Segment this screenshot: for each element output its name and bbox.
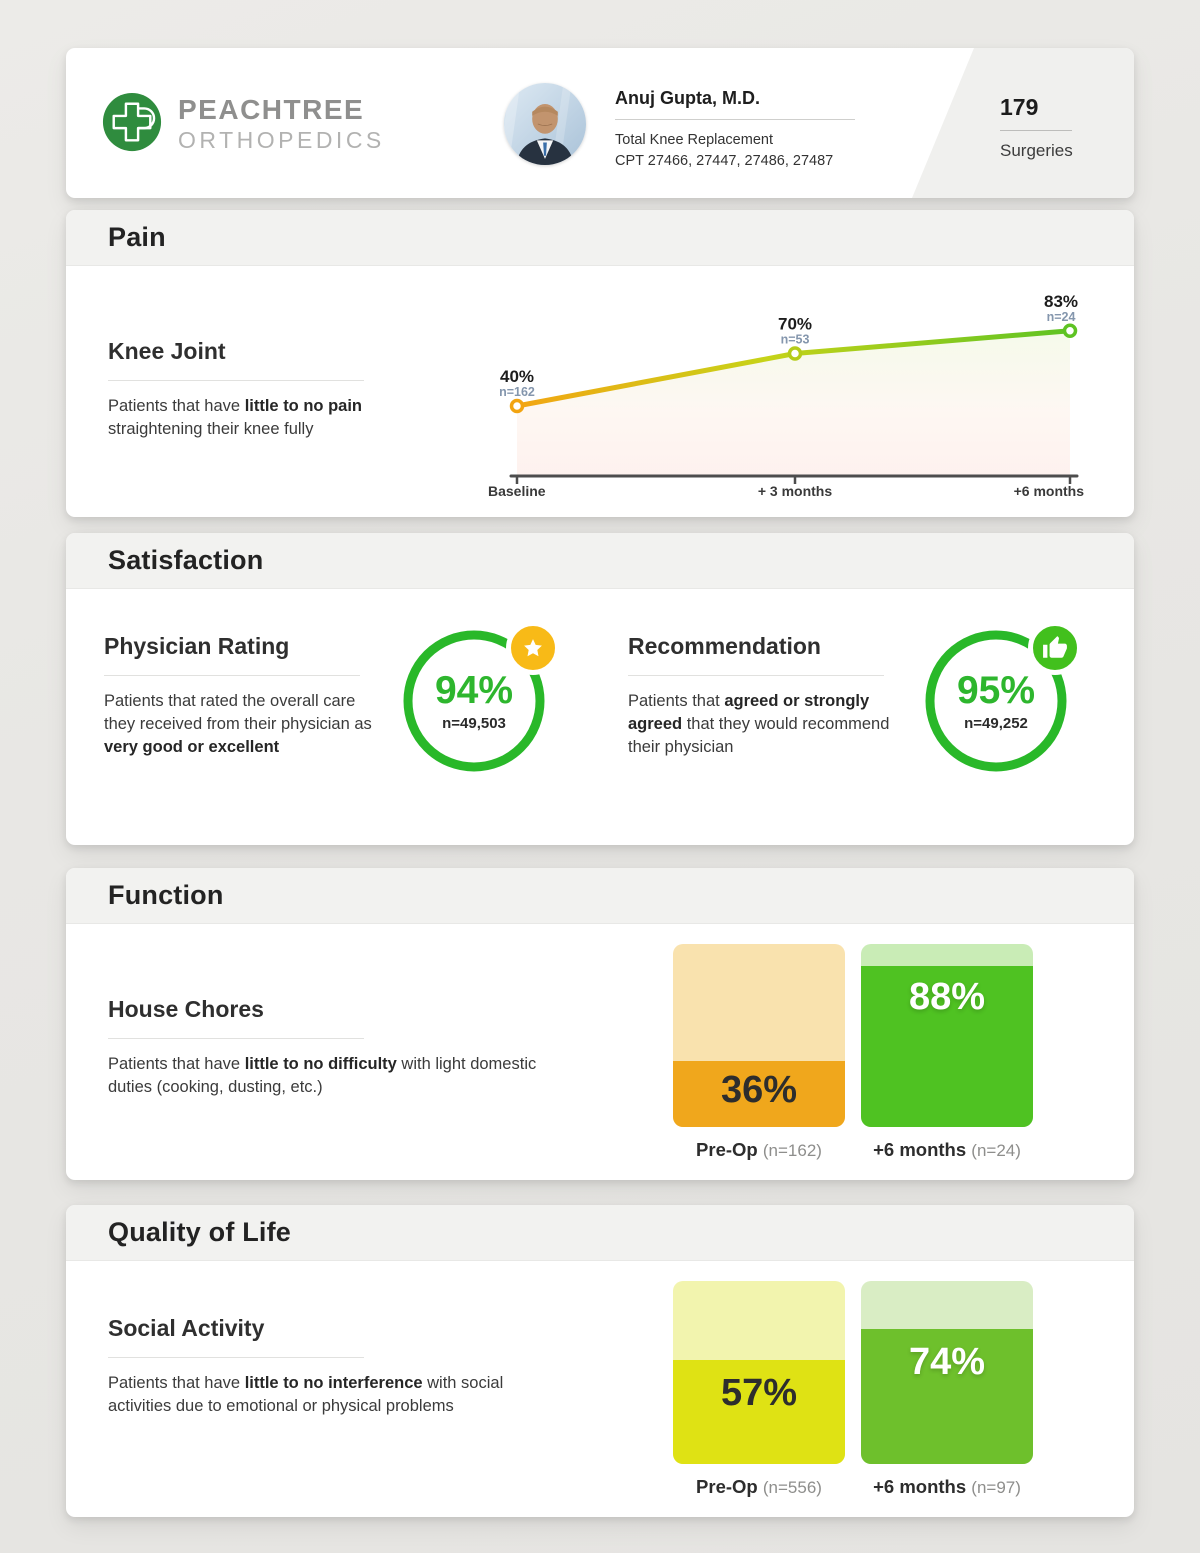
recommendation-title: Recommendation [628,633,884,676]
star-icon [506,621,560,675]
brand-line1: PEACHTREE [178,94,365,125]
bar-6-months: 88% +6 months (n=24) [861,944,1033,1161]
pain-section-title: Pain [108,222,166,252]
bar-value-label: 74% [908,1340,986,1383]
function-section-header: Function [66,868,1134,924]
bar-fill: 74% [861,1328,1033,1464]
physician-avatar [504,83,586,165]
surgery-count-value: 179 [1000,94,1039,120]
social-activity-description: Patients that have little to no interfer… [108,1374,504,1415]
bar-category-label: +6 months (n=24) [873,1139,1021,1160]
svg-text:40%: 40% [500,367,534,386]
house-chores-description: Patients that have little to no difficul… [108,1055,537,1096]
svg-text:n=24: n=24 [1047,310,1076,324]
physician-rating-description: Patients that rated the overall care the… [104,692,372,756]
pain-metric-title: Knee Joint [108,338,364,381]
recommendation-donut: 95% n=49,252 [920,621,1082,777]
satisfaction-section-title: Satisfaction [108,545,264,575]
bar-category-label: +6 months (n=97) [873,1476,1021,1497]
brand-name: PEACHTREE ORTHOPEDICS [178,94,385,155]
knee-joint-line-chart: 40%n=162 70%n=53 83%n=24 Baseline + 3 months… [488,292,1085,499]
social-activity-title: Social Activity [108,1315,364,1358]
physician-rating-percentage: 94% [434,668,514,712]
quality-of-life-section-card: Quality of Life Social Activity Patients… [66,1205,1134,1517]
bar-value-label: 36% [720,1069,798,1112]
bar-fill: 57% [673,1359,845,1464]
social-activity-block: Social Activity Patients that have littl… [108,1315,538,1418]
bar-fill: 36% [673,1061,845,1127]
house-chores-bar-chart: 36% Pre-Op (n=162) 88% +6 months (n=24) [673,944,1033,1161]
bar-pre-op: 57% Pre-Op (n=556) [673,1281,845,1498]
svg-text:Baseline: Baseline [488,483,546,499]
physician-rating-value-block: 94% n=49,503 [398,625,550,777]
house-chores-title: House Chores [108,996,364,1039]
bar-value-label: 88% [908,975,986,1018]
svg-text:n=53: n=53 [781,333,810,347]
physician-rating-donut: 94% n=49,503 [398,621,560,777]
divider [1000,130,1072,131]
cpt-codes: CPT 27466, 27447, 27486, 27487 [615,153,834,170]
house-chores-block: House Chores Patients that have little t… [108,996,538,1099]
function-section-title: Function [108,880,224,910]
surgery-count-panel: 179 Surgeries [912,48,1134,198]
social-activity-bar-chart: 57% Pre-Op (n=556) 74% +6 months (n=97) [673,1281,1033,1498]
bar-category-label: Pre-Op (n=556) [696,1476,822,1497]
procedure-name: Total Knee Replacement [615,132,773,148]
bar-value-label: 57% [720,1371,798,1414]
recommendation-value-block: 95% n=49,252 [920,625,1072,777]
physician-rating-title: Physician Rating [104,633,360,676]
recommendation-block: Recommendation Patients that agreed or s… [628,633,908,758]
physician-rating-block: Physician Rating Patients that rated the… [104,633,372,758]
pain-section-header: Pain [66,210,1134,266]
quality-of-life-section-header: Quality of Life [66,1205,1134,1261]
function-section-card: Function House Chores Patients that have… [66,868,1134,1180]
bar-6-months: 74% +6 months (n=97) [861,1281,1033,1498]
svg-text:n=162: n=162 [499,385,535,399]
svg-text:83%: 83% [1044,292,1078,311]
svg-text:+ 3 months: + 3 months [758,483,833,499]
satisfaction-section-header: Satisfaction [66,533,1134,589]
brand-line2: ORTHOPEDICS [178,126,385,153]
pain-metric-block: Knee Joint Patients that have little to … [108,338,448,441]
bar-category-label: Pre-Op (n=162) [696,1139,822,1160]
peachtree-logo-icon [102,92,162,152]
bar-fill: 88% [861,965,1033,1127]
bar-pre-op: 36% Pre-Op (n=162) [673,944,845,1161]
quality-of-life-section-title: Quality of Life [108,1217,292,1247]
recommendation-n: n=49,252 [964,714,1028,732]
physician-name: Anuj Gupta, M.D. [615,88,855,120]
physician-info: Anuj Gupta, M.D. Total Knee Replacement … [615,88,915,172]
satisfaction-section-card: Satisfaction Physician Rating Patients t… [66,533,1134,845]
header-card: PEACHTREE ORTHOPEDICS [66,48,1134,198]
recommendation-description: Patients that agreed or strongly agreed … [628,692,890,756]
thumbs-up-icon [1028,621,1082,675]
pain-metric-description: Patients that have little to no pain str… [108,397,363,438]
svg-text:+6 months: +6 months [1014,483,1085,499]
pain-section-card: Pain Knee Joint Patients that have littl… [66,210,1134,517]
physician-rating-n: n=49,503 [442,714,506,732]
svg-text:70%: 70% [778,315,812,334]
recommendation-percentage: 95% [956,668,1036,712]
surgery-count-label: Surgeries [1000,141,1073,160]
